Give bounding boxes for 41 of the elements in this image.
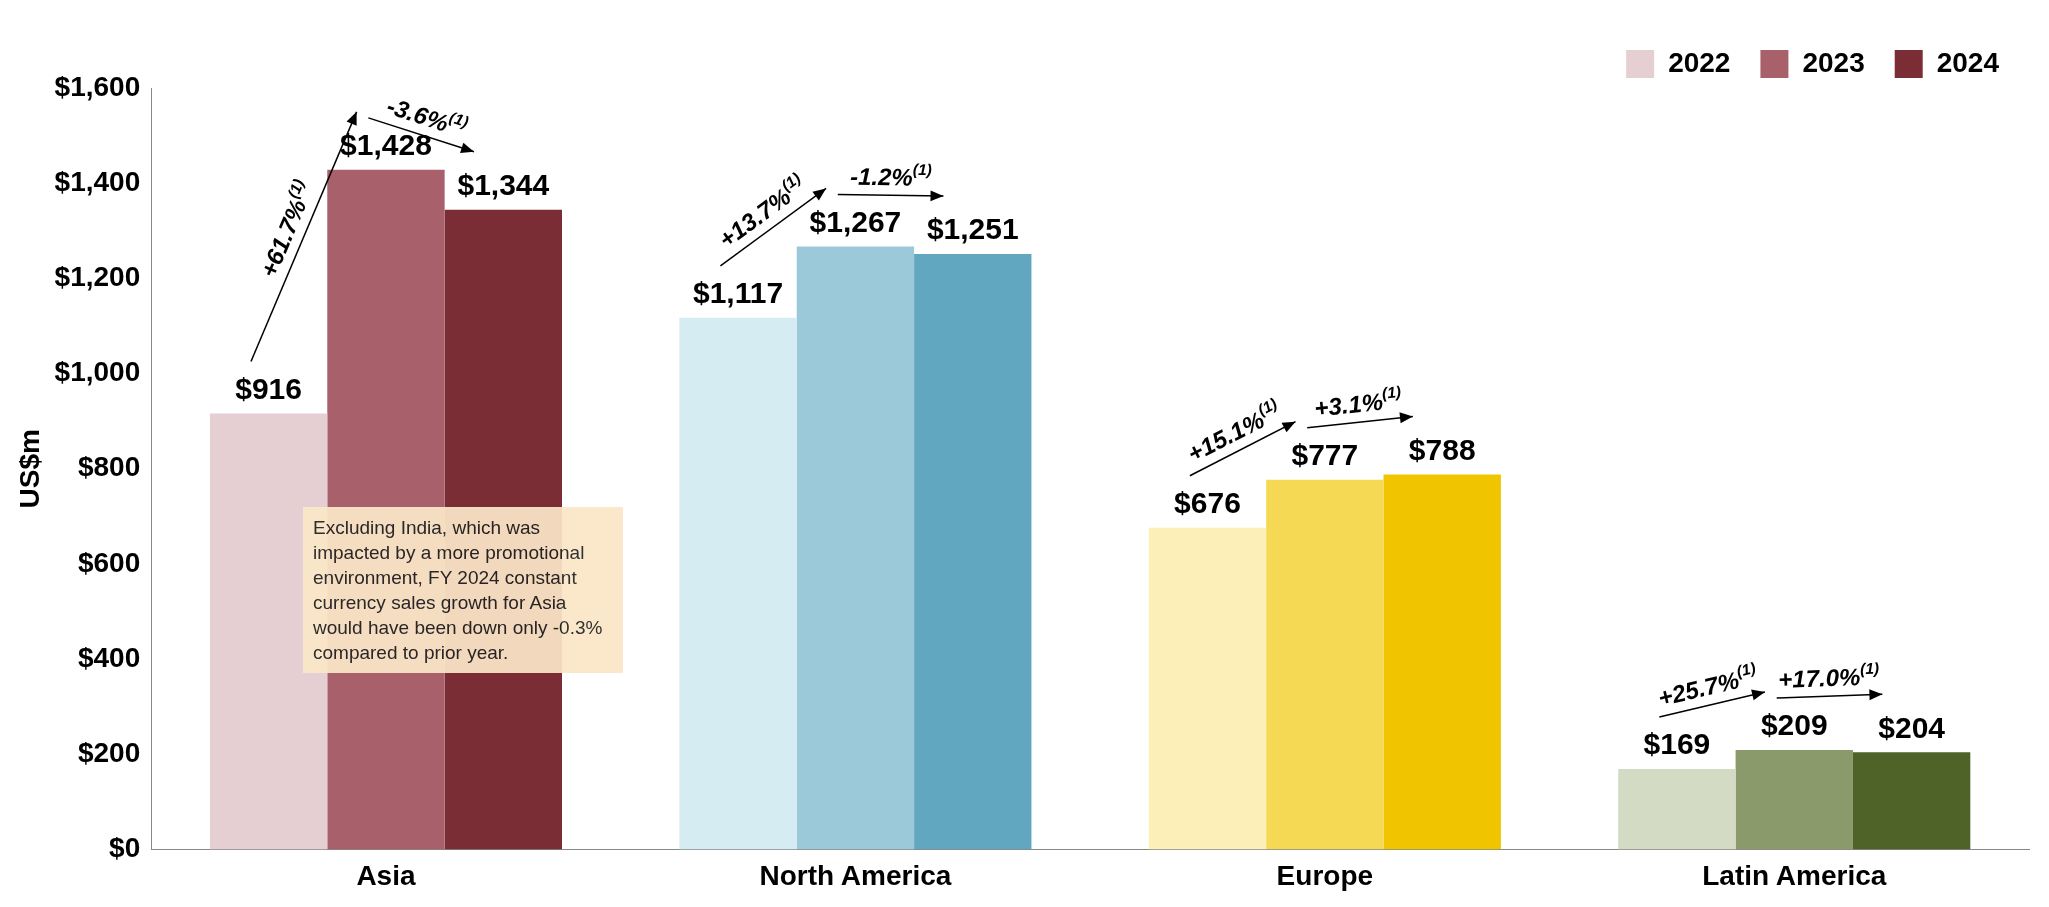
bar [1383,474,1501,850]
bar [1735,749,1853,850]
legend-label: 2022 [1668,46,1731,78]
y-tick-label: $800 [77,451,141,483]
data-label: $1,428 [340,128,432,162]
data-label: $169 [1643,727,1711,761]
data-label: $676 [1174,485,1241,519]
annotation: Excluding India, which was impacted by a more promotional environment, FY 2024 constant currency sales growth for Asia would have been down only -0.3% compared to prior year. [303,507,623,673]
legend-label: 2024 [1936,46,2000,78]
y-tick-label: $1,600 [54,70,141,102]
data-label: $1,251 [926,212,1019,246]
x-tick-label: Asia [356,859,416,891]
data-label: $1,117 [692,276,784,310]
data-label: $777 [1291,437,1359,471]
bar [914,254,1032,850]
annotation: +3.1%(1) [1313,382,1402,422]
bar [1618,768,1736,850]
bar [796,246,915,850]
x-tick-label: Latin America [1702,859,1887,891]
bar [679,317,797,850]
y-tick-label: $1,200 [54,261,141,293]
x-tick-label: North America [759,859,952,891]
data-label: $1,344 [457,168,550,202]
y-tick-label: $400 [77,641,141,673]
bar [1148,527,1267,850]
y-tick-label: $1,000 [54,356,141,388]
data-label: $209 [1760,708,1828,742]
y-tick-label: $1,400 [54,165,141,197]
annotation: +25.7%(1) [1655,658,1758,712]
y-tick-label: $0 [109,832,141,864]
bar [1266,479,1384,850]
data-label: $916 [235,371,302,405]
data-label: $788 [1408,432,1476,466]
y-tick-label: $200 [77,736,141,768]
data-label: $1,267 [809,204,902,238]
bar [1852,752,1971,850]
x-tick-label: Europe [1276,859,1374,891]
legend-label: 2023 [1802,46,1865,78]
y-axis-title: US$m [13,429,45,509]
y-tick-label: $600 [77,546,141,578]
data-label: $204 [1878,710,1946,744]
